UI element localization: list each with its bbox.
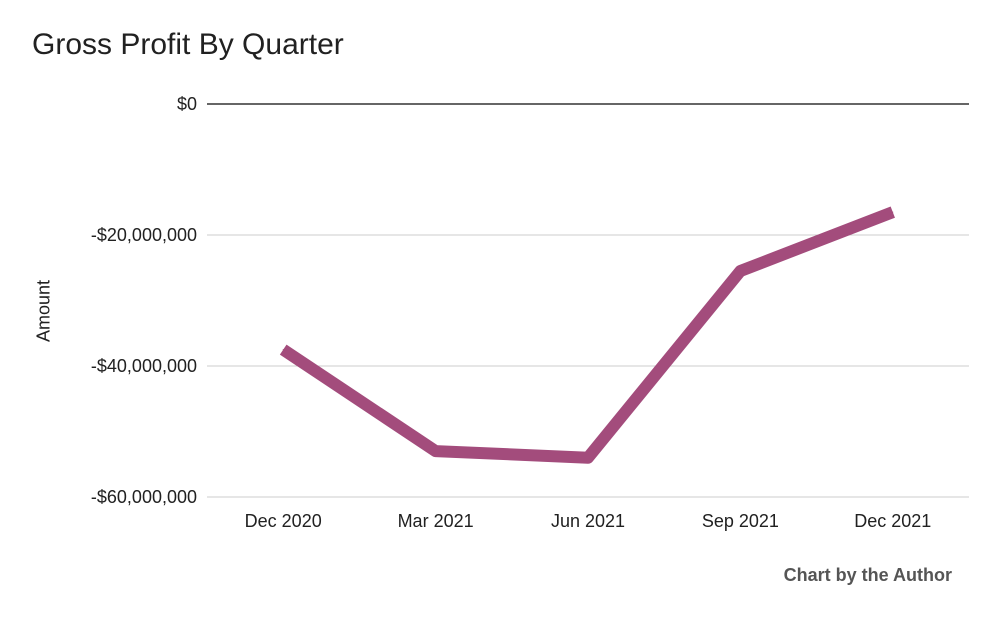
x-tick-label: Sep 2021 <box>702 511 779 531</box>
y-tick-label: $0 <box>177 94 197 114</box>
series-line <box>279 206 895 464</box>
chart-title: Gross Profit By Quarter <box>32 28 344 61</box>
data-point <box>282 349 284 351</box>
x-tick-label: Dec 2020 <box>245 511 322 531</box>
data-point <box>892 211 894 213</box>
y-tick-label: -$40,000,000 <box>91 356 197 376</box>
chart-credit: Chart by the Author <box>783 565 952 585</box>
data-point <box>739 270 741 272</box>
data-point <box>435 450 437 452</box>
y-tick-label: -$20,000,000 <box>91 225 197 245</box>
data-point <box>587 457 589 459</box>
x-tick-label: Jun 2021 <box>551 511 625 531</box>
y-tick-label: -$60,000,000 <box>91 487 197 507</box>
x-tick-label: Dec 2021 <box>854 511 931 531</box>
x-tick-label: Mar 2021 <box>398 511 474 531</box>
